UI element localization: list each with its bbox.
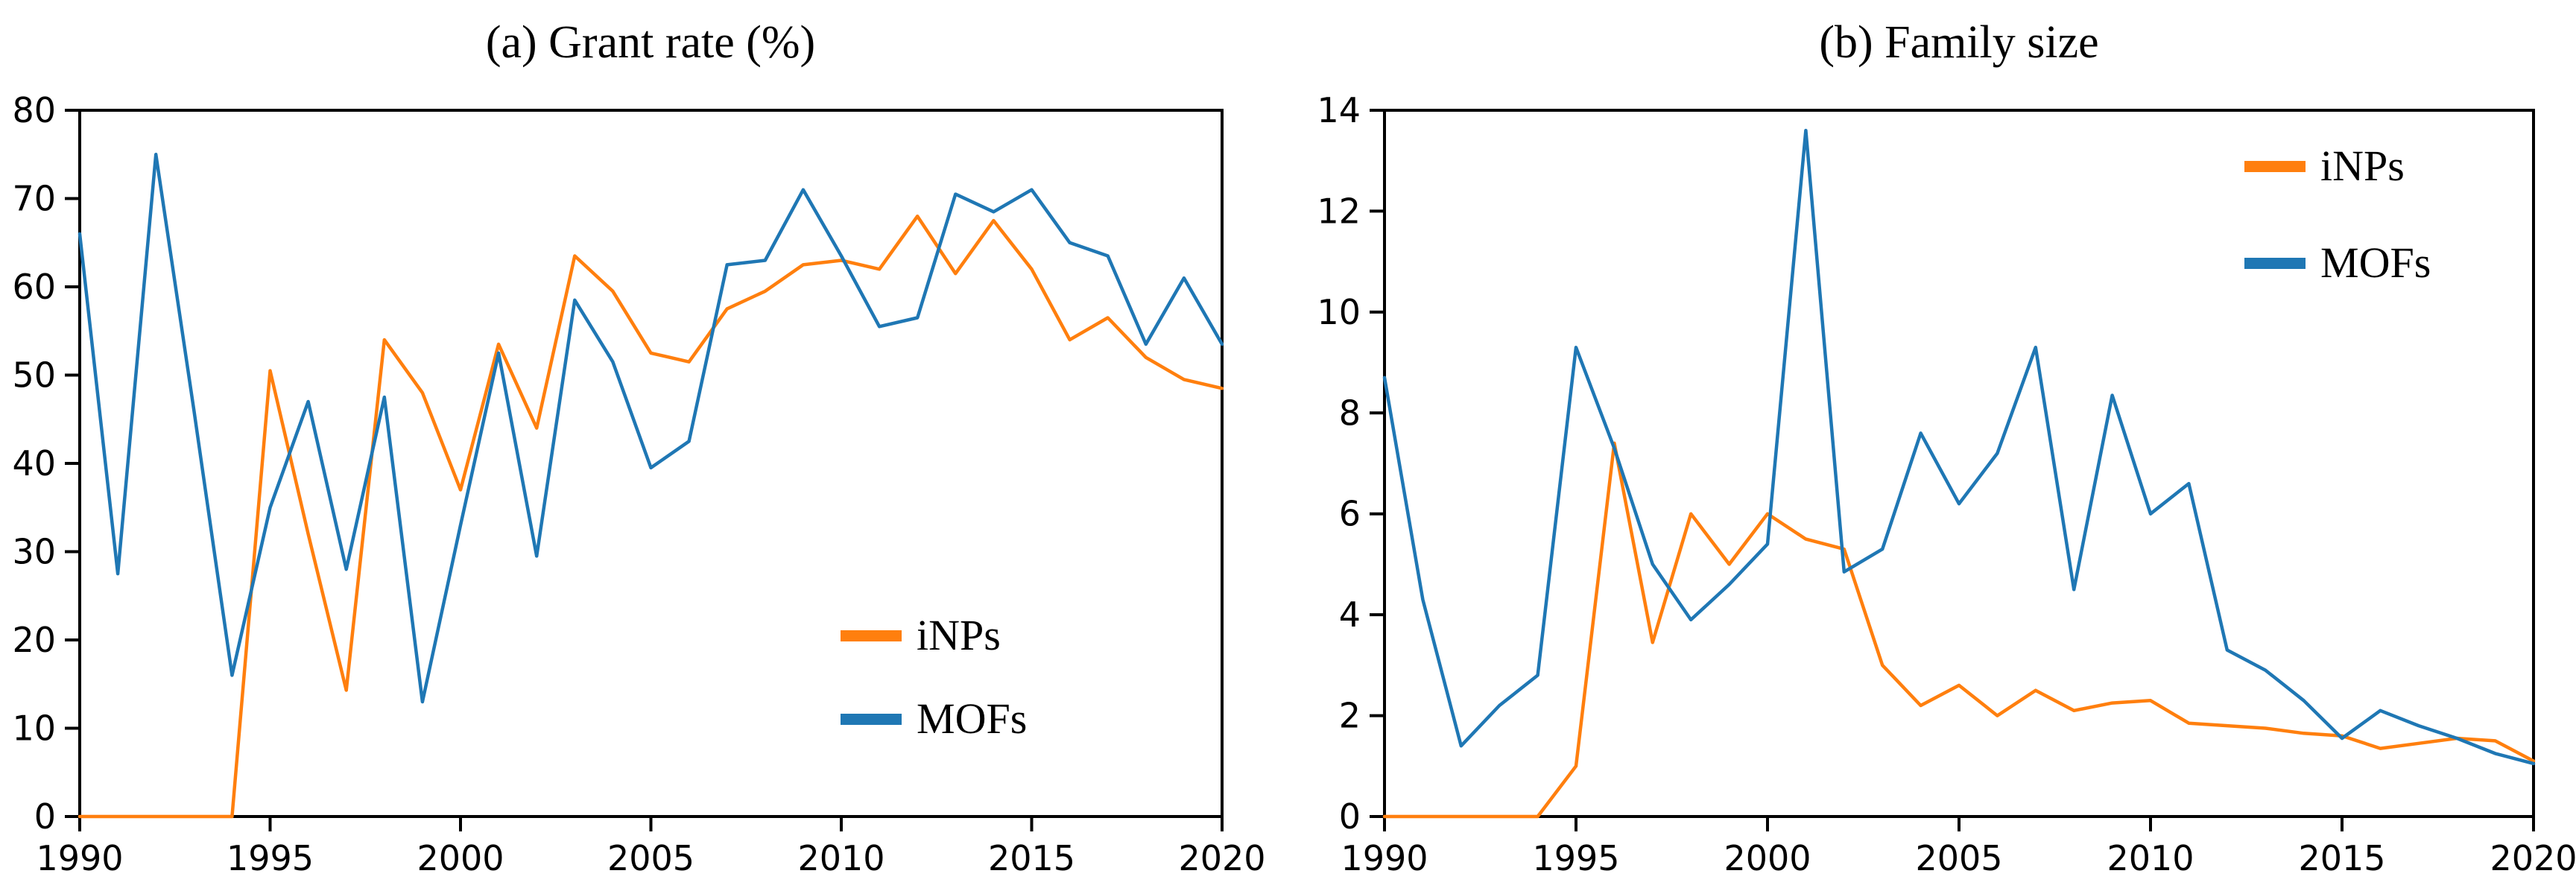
panel-a-y-axis: 0 10 20 30 40 50 60 70 80: [12, 90, 80, 837]
legend-item-mofs: MOFs: [841, 677, 1027, 761]
panel-a-x-tick-label: 2015: [988, 838, 1075, 878]
panel-a-x-axis: 1990 1995 2000 2005 2010 2015 2020: [36, 817, 1266, 878]
inps-line-swatch: [841, 630, 902, 641]
inps-line-swatch: [2244, 160, 2306, 172]
panel-a-y-tick-label: 10: [12, 708, 56, 749]
panel-b-series-inps-line: [1382, 441, 2536, 819]
legend-item-inps: iNPs: [2244, 118, 2431, 215]
legend-label-inps: iNPs: [2320, 142, 2405, 190]
panel-b-title: (b) Family size: [1819, 17, 2099, 68]
panel-a-y-tick-label: 40: [12, 443, 56, 484]
panel-a-y-tick-label: 80: [12, 90, 56, 130]
panel-b-series-mofs-line: [1382, 128, 2536, 766]
mofs-line-swatch: [2244, 257, 2306, 269]
panel-b-legend: iNPs MOFs: [2244, 118, 2431, 311]
panel-b-y-tick-label: 6: [1339, 494, 1361, 534]
panel-a-x-tick-label: 1990: [36, 838, 123, 878]
panel-a-title: (a) Grant rate (%): [485, 17, 816, 68]
panel-a-y-tick-label: 70: [12, 179, 56, 219]
panel-a-y-tick-label: 60: [12, 267, 56, 307]
panel-b-y-tick-label: 8: [1339, 393, 1361, 433]
panel-b-x-tick-label: 2020: [2490, 838, 2576, 878]
panel-b-y-tick-label: 14: [1317, 90, 1361, 130]
legend-label-mofs: MOFs: [917, 694, 1028, 743]
panel-b-y-tick-label: 4: [1339, 595, 1361, 635]
panel-b-y-tick-label: 2: [1339, 696, 1361, 736]
panel-b-x-axis: 1990 1995 2000 2005 2010 2015 2020: [1341, 817, 2576, 878]
panel-a-y-tick-label: 0: [34, 796, 56, 837]
panel-b-x-tick-label: 2000: [1724, 838, 1811, 878]
panel-a-legend: iNPs MOFs: [841, 594, 1027, 761]
panel-b-x-tick-label: 1995: [1532, 838, 1619, 878]
panel-b-x-tick-label: 1990: [1341, 838, 1428, 878]
panel-b-x-tick-label: 2010: [2107, 838, 2194, 878]
panel-a-y-tick-label: 30: [12, 532, 56, 572]
panel-a-x-tick-label: 2020: [1178, 838, 1265, 878]
legend-item-inps: iNPs: [841, 594, 1027, 677]
panel-a-y-tick-label: 50: [12, 355, 56, 396]
legend-label-mofs: MOFs: [2320, 238, 2431, 287]
panel-b-y-tick-label: 10: [1317, 292, 1361, 332]
panel-a-x-tick-label: 2000: [417, 838, 504, 878]
panel-a-x-tick-label: 2010: [797, 838, 884, 878]
panel-a-x-tick-label: 2005: [607, 838, 694, 878]
mofs-line-swatch: [841, 713, 902, 725]
panel-b-y-tick-label: 0: [1339, 796, 1361, 837]
panel-b-x-tick-label: 2015: [2298, 838, 2385, 878]
panel-a-plot-area: 1990 1995 2000 2005 2010 2015 2020 0 10 20 30 40 50 6…: [12, 90, 1265, 878]
legend-label-inps: iNPs: [917, 611, 1001, 659]
panel-b-y-tick-label: 12: [1317, 191, 1361, 231]
panel-a-series-mofs-line: [77, 153, 1224, 704]
panel-a-x-tick-label: 1995: [227, 838, 314, 878]
legend-item-mofs: MOFs: [2244, 215, 2431, 311]
panel-b-y-axis: 0 2 4 6 8 10 12 14: [1317, 90, 1384, 837]
panel-a-series-inps-line: [77, 214, 1224, 819]
panel-b-plot-area: 1990 1995 2000 2005 2010 2015 2020 0 2 4 6 8 10 12 14: [1317, 90, 2576, 878]
panel-a-y-tick-label: 20: [12, 620, 56, 660]
panel-b-x-tick-label: 2005: [1915, 838, 2002, 878]
